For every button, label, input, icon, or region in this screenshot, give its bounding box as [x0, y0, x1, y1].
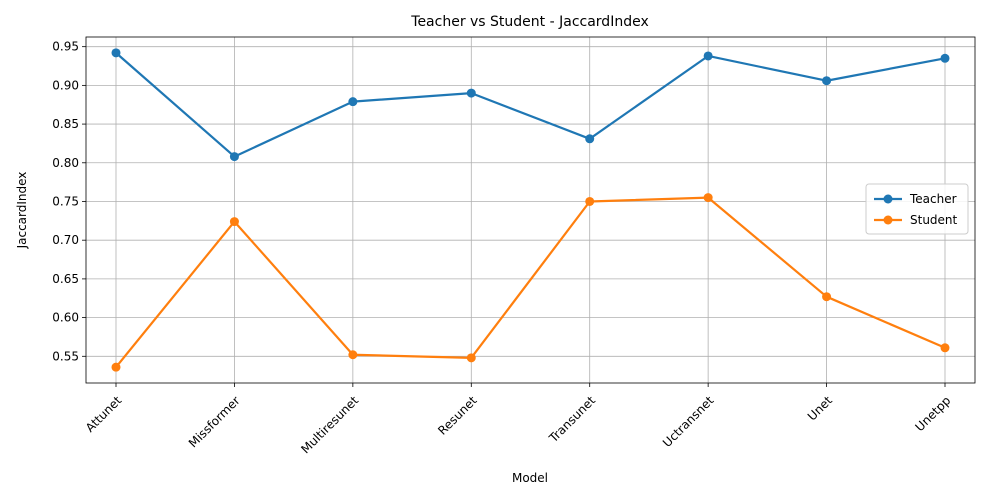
data-point-teacher: [940, 53, 950, 63]
legend: Teacher Student: [865, 183, 969, 235]
x-tick-label: Uctransnet: [660, 393, 717, 450]
y-axis-label: JaccardIndex: [15, 172, 29, 250]
data-point-student: [348, 350, 358, 360]
data-point-student: [229, 217, 239, 227]
y-tick-label: 0.75: [52, 194, 79, 208]
data-point-student: [466, 353, 476, 363]
y-tick-label: 0.60: [52, 311, 79, 325]
legend-label: Student: [910, 213, 958, 227]
data-point-student: [703, 193, 713, 203]
series-layer: [111, 48, 950, 372]
x-tick-label: Unetpp: [913, 393, 954, 434]
plot-frame: [85, 36, 976, 384]
x-tick-label: Unet: [805, 393, 835, 423]
y-tick-label: 0.55: [52, 349, 79, 363]
series-line-student: [115, 196, 946, 368]
y-tick-label: 0.70: [52, 233, 79, 247]
data-point-student: [822, 292, 832, 302]
y-tick-label: 0.95: [52, 40, 79, 54]
legend-label: Teacher: [909, 192, 957, 206]
data-point-student: [585, 196, 595, 206]
x-axis: Attunet Missformer Multiresunet Resunet Tran…: [83, 383, 954, 456]
y-tick-label: 0.85: [52, 117, 79, 131]
data-point-teacher: [466, 88, 476, 98]
x-tick-label: Multiresunet: [298, 393, 361, 456]
x-tick-label: Transunet: [546, 393, 599, 446]
data-point-teacher: [822, 76, 832, 86]
y-axis: 0.55 0.60 0.65 0.70 0.75 0.80 0.85 0.90 0.95: [52, 40, 86, 363]
series-line-teacher: [115, 52, 946, 158]
x-axis-label: Model: [512, 471, 548, 485]
grid: [86, 37, 975, 383]
legend-marker: [883, 215, 893, 225]
data-point-student: [940, 343, 950, 353]
data-point-teacher: [229, 152, 239, 162]
x-tick-label: Missformer: [186, 393, 243, 450]
x-tick-label: Resunet: [435, 393, 480, 438]
y-tick-label: 0.80: [52, 156, 79, 170]
chart-title: Teacher vs Student - JaccardIndex: [410, 14, 648, 30]
legend-marker: [883, 194, 893, 204]
data-point-teacher: [585, 134, 595, 144]
x-tick-label: Attunet: [83, 393, 125, 435]
data-point-teacher: [111, 48, 121, 58]
y-tick-label: 0.90: [52, 78, 79, 92]
y-tick-label: 0.65: [52, 272, 79, 286]
data-point-student: [111, 362, 121, 372]
data-point-teacher: [348, 97, 358, 107]
data-point-teacher: [703, 51, 713, 61]
